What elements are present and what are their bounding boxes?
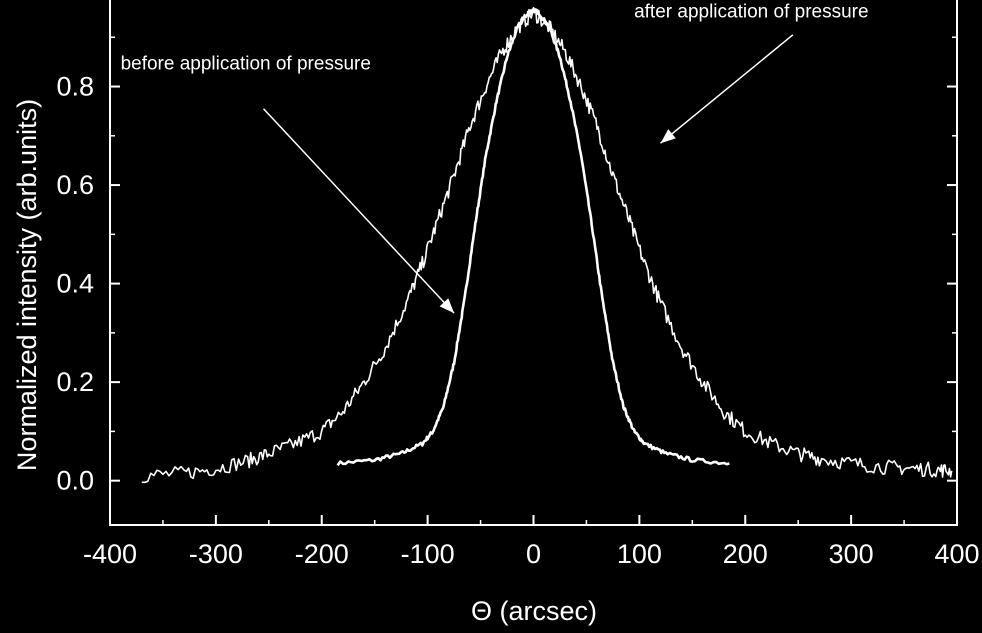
y-tick-label: 0.4 bbox=[56, 269, 94, 299]
series-line-broad bbox=[141, 6, 953, 484]
x-tick-label: 100 bbox=[617, 539, 662, 569]
x-tick-label: -400 bbox=[83, 539, 137, 569]
y-axis-label: Normalized intensity (arb.units) bbox=[12, 99, 42, 471]
annotation-arrow-head bbox=[439, 298, 455, 314]
annotation-arrow-line bbox=[660, 34, 794, 144]
y-tick-label: 0.0 bbox=[56, 466, 94, 496]
y-tick-label: 0.8 bbox=[56, 72, 94, 102]
annotation-arrow-line bbox=[262, 108, 455, 314]
x-tick-label: -200 bbox=[295, 539, 349, 569]
y-tick-label: 0.6 bbox=[56, 170, 94, 200]
annotation-text: after application of pressure bbox=[634, 2, 868, 23]
y-tick-label: 0.2 bbox=[56, 367, 94, 397]
x-tick-label: 200 bbox=[723, 539, 768, 569]
ticks-layer: -400 -300 -200 -100 0 100 200 300 400 0.0 0.2 0.4 0.… bbox=[56, 36, 980, 569]
x-tick-label: -100 bbox=[401, 539, 455, 569]
x-tick-label: 400 bbox=[934, 539, 979, 569]
x-tick-label: -300 bbox=[189, 539, 243, 569]
annotation-layer: before application of pressure after appl… bbox=[121, 2, 869, 314]
x-tick-label: 0 bbox=[526, 539, 541, 569]
annotation-text: before application of pressure bbox=[121, 53, 371, 74]
annotation-arrow-head bbox=[660, 129, 676, 144]
x-tick-label: 300 bbox=[829, 539, 874, 569]
x-axis-label: Θ (arcsec) bbox=[471, 596, 597, 626]
series-layer bbox=[141, 6, 953, 484]
